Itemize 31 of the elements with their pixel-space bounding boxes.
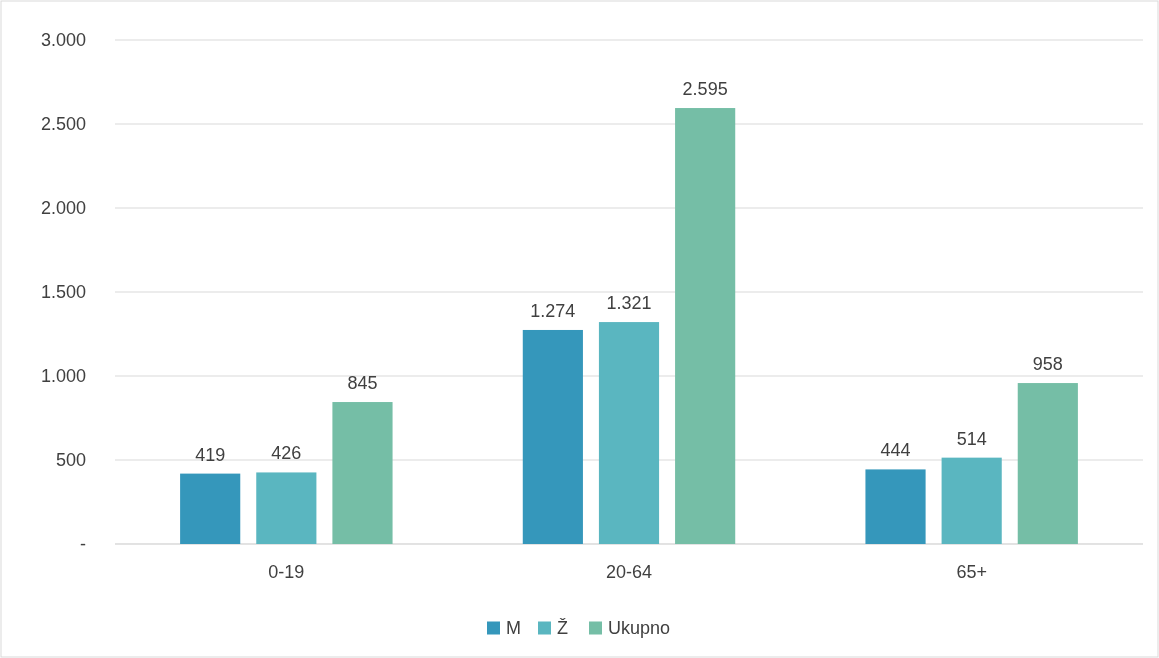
bar [675,108,736,544]
bar [332,402,393,544]
bar [180,473,241,544]
bar [522,329,583,544]
y-tick-label: 3.000 [40,30,86,51]
bar [1017,383,1078,544]
data-label: 845 [347,373,378,394]
y-tick-label: 500 [55,450,86,471]
data-label: 514 [956,428,987,449]
data-label: 1.274 [530,300,576,321]
data-label: 419 [195,444,226,465]
x-tick-label: 20-64 [605,562,653,582]
bar [256,472,317,544]
legend-label: Ukupno [608,618,671,639]
y-tick-label: - [80,534,86,555]
bar [941,457,1002,544]
data-label: 426 [271,443,302,464]
y-tick-label: 2.000 [40,198,86,219]
data-label: 2.595 [682,79,728,100]
legend-label: Ž [557,618,568,639]
data-label: 444 [880,440,911,461]
y-tick-label: 1.500 [40,282,86,303]
bar [865,469,926,544]
data-label: 1.321 [606,293,652,314]
bar [598,322,660,544]
x-tick-label: 0-19 [268,562,305,582]
legend-label: M [506,618,521,639]
x-tick-label: 65+ [956,562,987,582]
data-label: 958 [1032,354,1063,375]
y-tick-label: 1.000 [40,366,86,387]
y-tick-label: 2.500 [40,114,86,135]
